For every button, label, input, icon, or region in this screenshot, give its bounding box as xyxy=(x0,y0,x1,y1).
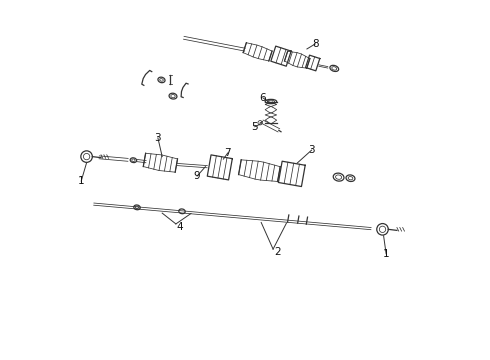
Text: 8: 8 xyxy=(312,39,318,49)
Text: 1: 1 xyxy=(78,176,84,186)
Text: 2: 2 xyxy=(274,247,281,257)
Text: 4: 4 xyxy=(177,222,184,232)
Text: 7: 7 xyxy=(224,148,231,158)
Text: 9: 9 xyxy=(194,171,200,181)
Text: 3: 3 xyxy=(308,145,315,155)
Text: 1: 1 xyxy=(383,249,390,259)
Text: 5: 5 xyxy=(251,122,258,132)
Text: 3: 3 xyxy=(154,133,161,143)
Text: 6: 6 xyxy=(260,93,266,103)
